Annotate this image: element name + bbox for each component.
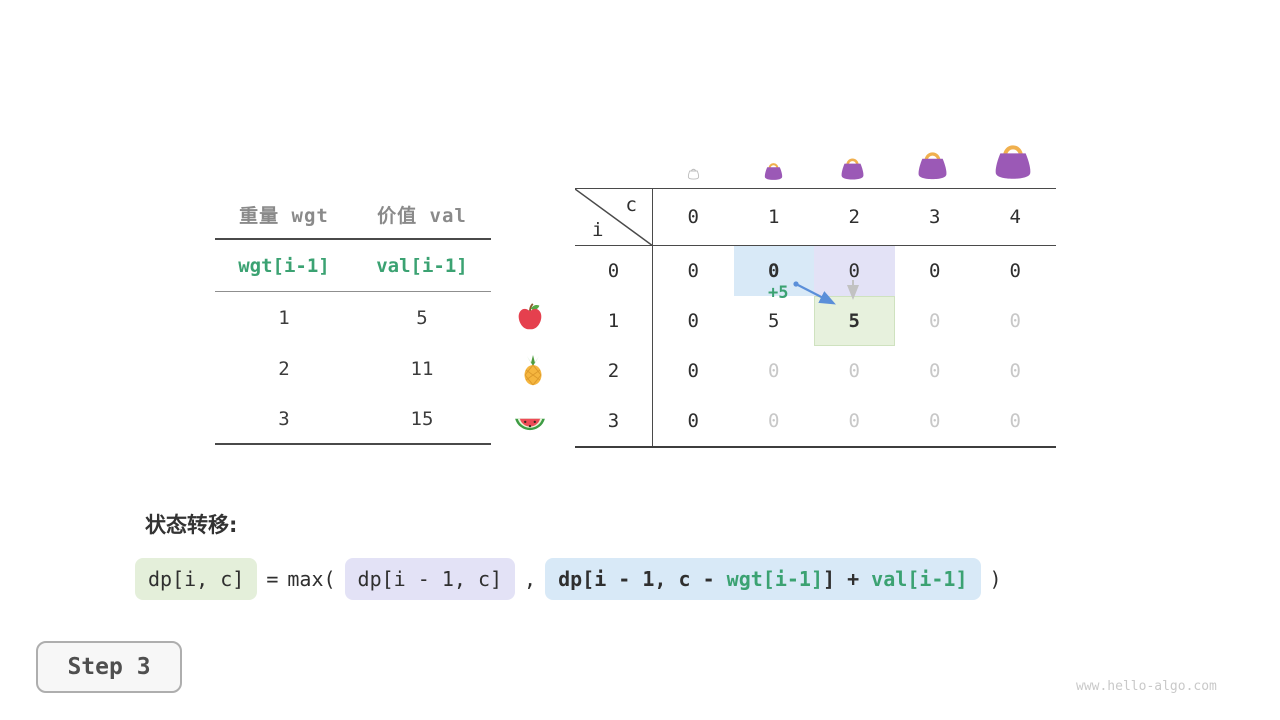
dp-cell-0-4: 0 — [1009, 260, 1021, 282]
dp-cell-2-3: 0 — [929, 360, 941, 382]
value-formula-label: val[i-1] — [376, 254, 468, 277]
items-table: 重量 wgt 价值 val wgt[i-1] val[i-1] 1 5 2 11… — [215, 190, 491, 445]
dp-cell-3-2: 0 — [848, 410, 860, 432]
formula-equals: = — [266, 567, 279, 591]
dp-cell-3-4: 0 — [1009, 410, 1021, 432]
item-row-3: 3 15 — [215, 394, 491, 445]
dp-cell-3-1: 0 — [768, 410, 780, 432]
value-column-header: 价值 val — [377, 204, 467, 227]
dp-col-header-2: 2 — [814, 189, 895, 246]
formula-take-val: val[i-1] — [871, 567, 968, 591]
formula-dp-current: dp[i, c] — [135, 558, 258, 600]
item-1-weight: 1 — [278, 306, 290, 329]
dp-row-header-1: 1 — [575, 296, 653, 346]
dp-cell-0-2: 0 — [814, 246, 895, 296]
formula-comma: , — [524, 567, 537, 591]
item-2-value: 11 — [410, 357, 434, 380]
bag-icon-capacity-4 — [990, 135, 1036, 181]
formula-max-open: max( — [287, 567, 336, 591]
dp-cell-2-2: 0 — [848, 360, 860, 382]
dp-cell-1-3: 0 — [929, 310, 941, 332]
formula-take-wgt: wgt[i-1] — [726, 567, 823, 591]
dp-table: c i 0 1 2 3 4 0 0 0 0 0 0 1 0 5 5 0 0 2 … — [575, 188, 1056, 448]
item-3-weight: 3 — [278, 407, 290, 430]
weight-column-header: 重量 wgt — [239, 204, 329, 227]
items-formula-row: wgt[i-1] val[i-1] — [215, 240, 491, 292]
dp-cell-1-4: 0 — [1009, 310, 1021, 332]
dp-cell-1-0: 0 — [687, 310, 699, 332]
dp-cell-2-4: 0 — [1009, 360, 1021, 382]
dp-cell-3-3: 0 — [929, 410, 941, 432]
dp-corner-item-label: i — [592, 219, 604, 241]
bag-icon-capacity-2 — [840, 158, 865, 181]
site-watermark: www.hello-algo.com — [1076, 679, 1217, 694]
formula-dp-skip-item: dp[i - 1, c] — [344, 558, 516, 600]
dp-col-header-0: 0 — [653, 189, 734, 246]
dp-col-header-4: 4 — [975, 189, 1056, 246]
dp-cell-1-2: 5 — [814, 296, 895, 346]
formula-take-prefix: dp[i - 1, c - — [558, 567, 727, 591]
watermelon-icon — [515, 418, 545, 431]
items-table-header: 重量 wgt 价值 val — [215, 190, 491, 240]
apple-icon — [518, 303, 542, 330]
bag-icon-capacity-3 — [916, 152, 949, 181]
bag-icon-capacity-1 — [763, 163, 784, 181]
bag-icon-capacity-0 — [687, 168, 700, 180]
dp-cell-0-0: 0 — [687, 260, 699, 282]
dp-col-header-3: 3 — [894, 189, 975, 246]
dp-cell-2-1: 0 — [768, 360, 780, 382]
dp-cell-1-1: 5 — [768, 310, 780, 332]
transition-formula: dp[i, c] = max( dp[i - 1, c] , dp[i - 1,… — [135, 558, 1002, 600]
pineapple-icon — [524, 355, 542, 386]
step-indicator: Step 3 — [36, 641, 182, 693]
dp-corner-cell: c i — [575, 189, 653, 246]
dp-cell-3-0: 0 — [687, 410, 699, 432]
item-3-value: 15 — [410, 407, 434, 430]
state-transition-label: 状态转移: — [145, 513, 238, 537]
weight-formula-label: wgt[i-1] — [238, 254, 330, 277]
item-row-1: 1 5 — [215, 292, 491, 343]
dp-cell-0-3: 0 — [929, 260, 941, 282]
dp-row-header-3: 3 — [575, 396, 653, 446]
dp-cell-2-0: 0 — [687, 360, 699, 382]
item-row-2: 2 11 — [215, 343, 491, 394]
dp-row-header-2: 2 — [575, 346, 653, 396]
formula-dp-take-item: dp[i - 1, c - wgt[i-1]] + val[i-1] — [545, 558, 981, 600]
item-2-weight: 2 — [278, 357, 290, 380]
formula-take-plus: ] + — [823, 567, 872, 591]
transfer-value-annotation: +5 — [768, 283, 789, 303]
dp-row-header-0: 0 — [575, 246, 653, 296]
item-1-value: 5 — [416, 306, 428, 329]
dp-corner-capacity-label: c — [625, 194, 637, 216]
dp-col-header-1: 1 — [733, 189, 814, 246]
formula-close-paren: ) — [989, 567, 1002, 591]
